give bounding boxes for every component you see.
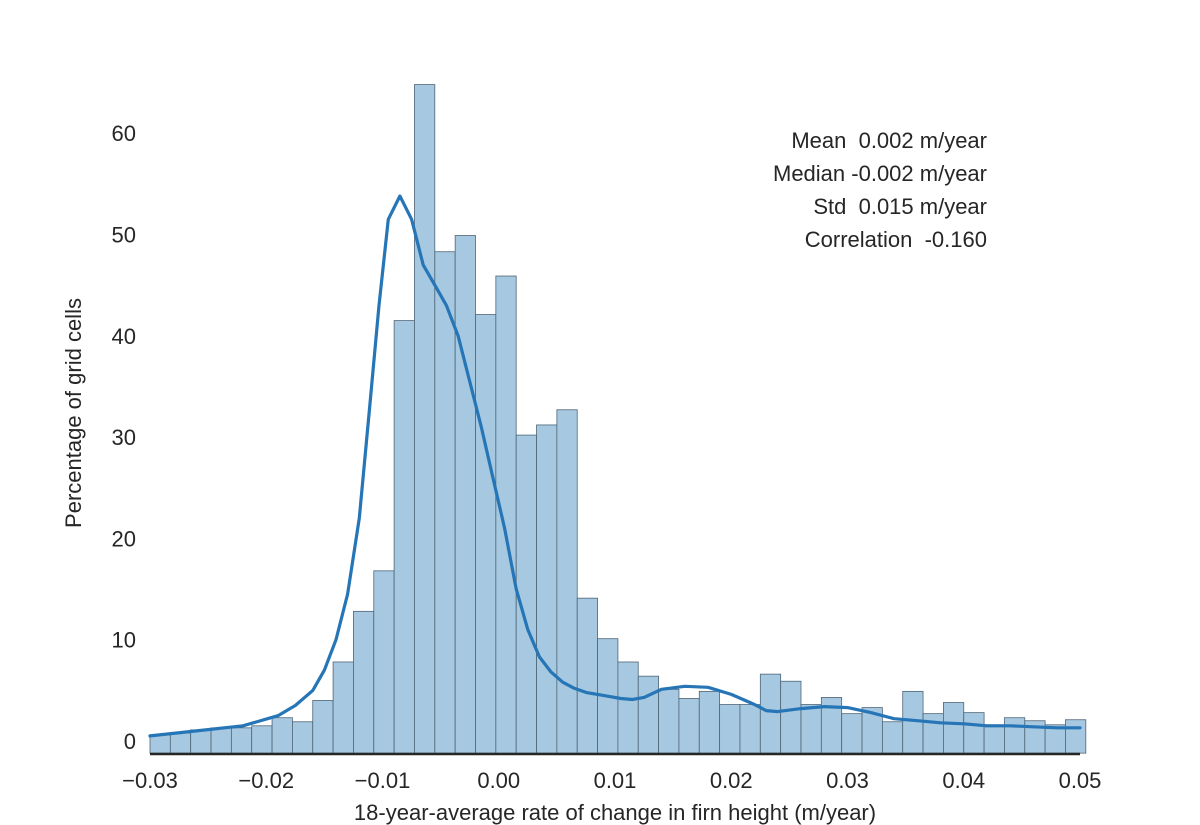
y-tick-label: 50 — [112, 223, 136, 248]
histogram-bar — [454, 235, 476, 754]
histogram-bar — [759, 673, 782, 754]
histogram-bar — [617, 661, 639, 754]
stat-correlation: Correlation -0.160 — [805, 227, 987, 252]
histogram-bar — [190, 729, 212, 754]
histogram-bar — [1065, 719, 1087, 754]
histogram-bar — [353, 610, 375, 754]
histogram-bar — [292, 721, 314, 754]
histogram-bar — [698, 690, 721, 754]
histogram-bar — [414, 84, 436, 754]
histogram-bar — [719, 704, 741, 754]
x-tick-label: 0.01 — [594, 768, 637, 793]
histogram-bar — [881, 721, 904, 754]
histogram-bar — [739, 704, 761, 754]
histogram-bar — [373, 570, 395, 754]
kde-curve — [148, 194, 1082, 738]
y-tick-label: 60 — [112, 121, 136, 146]
histogram-bar — [495, 275, 517, 754]
y-tick-label: 30 — [112, 425, 136, 450]
histogram-bar — [800, 704, 822, 754]
histogram-bar — [251, 725, 273, 754]
y-tick-label: 40 — [112, 324, 136, 349]
histogram-bar — [230, 727, 253, 754]
histogram-bar — [963, 712, 985, 754]
x-tick-label: 0.04 — [942, 768, 985, 793]
histogram-bar — [658, 688, 680, 754]
histogram-bar — [536, 424, 558, 754]
x-tick-label: 0.00 — [477, 768, 520, 793]
kde-curve-layer — [148, 194, 1082, 738]
x-tick-labels: −0.03 −0.02 −0.01 0.00 0.01 0.02 0.03 0.04 0.05 — [122, 768, 1101, 793]
histogram-bar — [475, 314, 497, 754]
histogram-bar — [556, 409, 578, 754]
x-tick-label: −0.02 — [238, 768, 294, 793]
x-tick-label: 0.03 — [826, 768, 869, 793]
y-tick-labels: 0 10 20 30 40 50 60 — [112, 121, 136, 754]
histogram-bar — [149, 734, 171, 754]
histogram-bar — [780, 680, 802, 754]
histogram-bar — [393, 320, 415, 754]
x-tick-label: 0.02 — [710, 768, 753, 793]
stats-annotation: Mean 0.002 m/year Median -0.002 m/year S… — [773, 128, 987, 252]
histogram-bar — [678, 698, 700, 754]
x-axis-title: 18-year-average rate of change in firn h… — [354, 800, 876, 825]
y-axis-title: Percentage of grid cells — [61, 298, 86, 528]
histogram-bar — [271, 717, 293, 754]
histogram-bar — [1004, 717, 1026, 754]
histogram-bar — [943, 702, 965, 754]
stat-mean: Mean 0.002 m/year — [791, 128, 987, 153]
stat-std: Std 0.015 m/year — [813, 194, 987, 219]
y-tick-label: 20 — [112, 526, 136, 551]
histogram-bar — [332, 661, 354, 754]
histogram-bar — [312, 700, 334, 754]
y-tick-label: 10 — [112, 628, 136, 653]
histogram-bar — [169, 732, 192, 754]
y-tick-label: 0 — [124, 729, 136, 754]
x-tick-label: −0.03 — [122, 768, 178, 793]
x-tick-label: 0.05 — [1059, 768, 1102, 793]
histogram-bar — [637, 675, 659, 754]
histogram-bar — [576, 597, 598, 754]
stat-median: Median -0.002 m/year — [773, 161, 987, 186]
histogram-bar — [922, 713, 944, 754]
x-tick-label: −0.01 — [355, 768, 411, 793]
histogram-bar — [983, 724, 1005, 754]
histogram-bar — [210, 727, 232, 754]
histogram-bar — [434, 251, 456, 754]
histogram-bar — [841, 713, 863, 754]
